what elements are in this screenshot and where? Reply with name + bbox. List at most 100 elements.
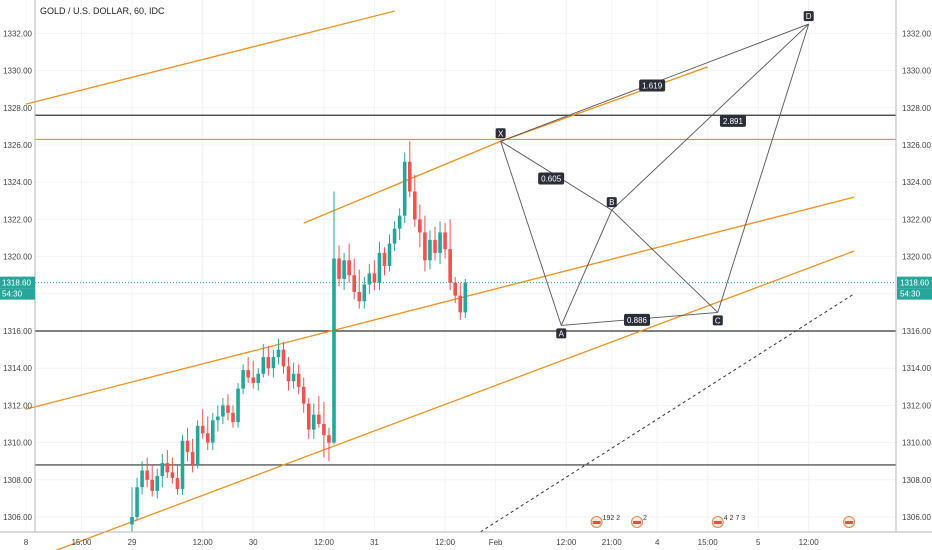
price-tick-label[interactable]: 1310.00 [902,439,931,448]
price-tick-label-left[interactable]: 1316.00 [3,327,32,336]
pattern-leg-bd [611,23,810,211]
time-tick-label[interactable]: 12:00 [193,538,214,547]
price-tick-label[interactable]: 1328.00 [902,104,931,113]
price-tick-label-left[interactable]: 1326.00 [3,141,32,150]
time-tick-label[interactable]: Feb [489,538,503,547]
price-tick-label[interactable]: 1322.00 [902,215,931,224]
time-tick-label[interactable]: 15:00 [71,538,92,547]
pattern-point-label: C [715,316,721,325]
ratio-label: 0.886 [627,316,648,325]
candle-body [337,258,341,279]
time-tick-label[interactable]: 5 [756,538,761,547]
price-tick-label-left[interactable]: 1310.00 [3,439,32,448]
candle-body [266,357,271,369]
candle-body [448,249,452,283]
ratio-label: 2.891 [723,117,744,126]
ratio-label-box [538,172,565,185]
price-tick-label[interactable]: 1330.00 [902,67,931,76]
ratio-label-box [719,114,746,127]
time-axis[interactable]: 8 15:00 29 12:00 30 12:00 31 12:00 Feb 12:00 21:00… [0,531,932,547]
candle-body [423,232,427,261]
candle-body [312,414,316,430]
candle-body [281,349,286,367]
time-tick-label[interactable]: 15:00 [698,538,719,547]
pattern-point-box [606,197,617,208]
trend-line [55,250,855,550]
current-price-label-left: 1318.60 [2,279,31,288]
candle-body [407,161,412,192]
candle-body [226,405,230,413]
candle-body [236,388,240,423]
price-tick-label-left[interactable]: 1332.00 [3,29,32,38]
price-tick-label[interactable]: 1314.00 [902,364,931,373]
time-tick-label[interactable]: 8 [24,538,29,547]
event-count-label: 192 2 [603,515,621,522]
candle-body [347,260,351,276]
price-tick-label-left[interactable]: 1312.00 [3,401,32,410]
trend-line [25,10,395,105]
price-axis[interactable]: 1306.00 1306.00 1308.00 1308.00 1310.00 1310.… [3,0,931,532]
price-tick-label-left[interactable]: 1330.00 [3,67,32,76]
price-tick-label[interactable]: 1326.00 [902,141,931,150]
candle-body [392,228,397,244]
price-tick-label-left[interactable]: 1324.00 [3,178,32,187]
price-tick-label[interactable]: 1306.00 [902,513,931,522]
event-flag-stripe [713,521,722,524]
dashed-trend-line [480,293,855,533]
price-tick-label[interactable]: 1316.00 [902,327,931,336]
price-tick-label-left[interactable]: 1322.00 [3,215,32,224]
price-tick-label-left[interactable]: 1308.00 [3,476,32,485]
candle-body [418,219,422,233]
candle-body [241,370,245,389]
price-tags: 1318.60 54:30 1318.60 54:30 [0,276,932,300]
time-tick-label[interactable]: 29 [128,538,137,547]
time-tick-label[interactable]: 12:00 [435,538,456,547]
candlesticks [130,141,468,532]
candle-body [195,425,200,465]
time-tick-label[interactable]: 12:00 [314,538,335,547]
candle-body [276,349,281,358]
time-tick-label[interactable]: 21:00 [602,538,623,547]
pattern-point-label: B [609,198,614,207]
event-flag-stripe [633,521,641,524]
candle-body [357,291,362,302]
time-tick-label[interactable]: 12:00 [799,538,820,547]
current-price-tag-right [897,276,932,289]
time-tick-label[interactable]: 31 [370,538,379,547]
time-tick-label[interactable]: 4 [655,538,660,547]
price-tick-label-left[interactable]: 1320.00 [3,253,32,262]
trend-line [303,140,501,224]
horizontal-levels [35,114,896,466]
candle-body [438,232,442,253]
ratio-label-box [639,79,666,92]
candle-body [317,414,321,424]
candle-body [160,463,165,477]
price-tick-label[interactable]: 1324.00 [902,178,931,187]
price-tick-label[interactable]: 1320.00 [902,253,931,262]
price-tick-label-left[interactable]: 1306.00 [3,513,32,522]
time-tick-label[interactable]: 30 [249,538,258,547]
price-tick-label[interactable]: 1332.00 [902,29,931,38]
candle-body [170,472,175,478]
candle-body [211,420,215,443]
current-price-label-right: 1318.60 [900,279,929,288]
pattern-leg-cd [717,23,810,313]
pattern-point-box [803,11,814,22]
candle-body [175,477,180,490]
time-tick-label[interactable]: 12:00 [556,538,577,547]
pattern-point-box [556,328,567,339]
economic-events: 192 2 2 4 2 7 3 [590,515,856,528]
candle-body [291,373,296,382]
candle-body [190,451,195,465]
price-tick-label[interactable]: 1312.00 [902,401,931,410]
candle-body [306,403,311,430]
candle-body [443,232,447,250]
pattern-point-label: D [806,12,812,21]
price-tick-label-left[interactable]: 1314.00 [3,364,32,373]
price-tick-label-left[interactable]: 1328.00 [3,104,32,113]
candle-body [377,252,382,283]
price-tick-label[interactable]: 1308.00 [902,476,931,485]
candle-body [155,476,160,491]
candle-body [135,487,139,517]
